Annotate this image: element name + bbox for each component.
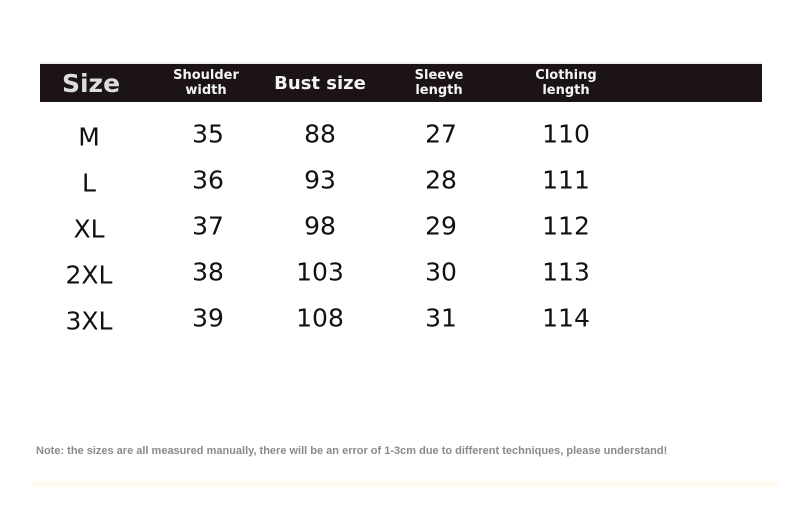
measurement-note: Note: the sizes are all measured manuall… [36, 445, 668, 457]
header-sleeve-length: Sleeve length [415, 64, 464, 102]
header-bust-size: Bust size [274, 72, 366, 94]
measurement-cell: 98 [304, 211, 336, 241]
measurement-cell: 113 [542, 257, 590, 287]
size-label: M [78, 122, 100, 152]
measurement-cell: 111 [542, 165, 590, 195]
bottom-divider [32, 480, 780, 488]
measurement-cell: 37 [192, 211, 224, 241]
header-shoulder-line1: Shoulder [173, 68, 239, 83]
measurement-cell: 108 [296, 303, 344, 333]
header-sleeve-line2: length [415, 83, 463, 98]
measurement-cell: 112 [542, 211, 590, 241]
measurement-cell: 114 [542, 303, 590, 333]
size-label: XL [73, 214, 105, 244]
measurement-cell: 88 [304, 119, 336, 149]
measurement-cell: 31 [425, 303, 457, 333]
measurement-cell: 93 [304, 165, 336, 195]
measurement-cell: 35 [192, 119, 224, 149]
measurement-cell: 36 [192, 165, 224, 195]
header-clothing-length: Clothing length [535, 64, 596, 102]
measurement-cell: 29 [425, 211, 457, 241]
measurement-cell: 30 [425, 257, 457, 287]
header-clothing-line2: length [542, 83, 590, 98]
measurement-cell: 39 [192, 303, 224, 333]
measurement-cell: 103 [296, 257, 344, 287]
size-label: 2XL [65, 260, 113, 290]
size-label: L [82, 168, 96, 198]
header-sleeve-line1: Sleeve [414, 68, 464, 83]
size-label: 3XL [65, 306, 113, 336]
header-clothing-line1: Clothing [535, 68, 597, 83]
measurement-cell: 110 [542, 119, 590, 149]
measurement-cell: 28 [425, 165, 457, 195]
measurement-cell: 38 [192, 257, 224, 287]
table-header: Size Shoulder width Bust size Sleeve lengt… [40, 62, 762, 102]
header-size: Size [61, 68, 121, 98]
measurement-cell: 27 [425, 119, 457, 149]
header-shoulder-line2: width [185, 83, 227, 98]
header-shoulder-width: Shoulder width [173, 64, 239, 102]
